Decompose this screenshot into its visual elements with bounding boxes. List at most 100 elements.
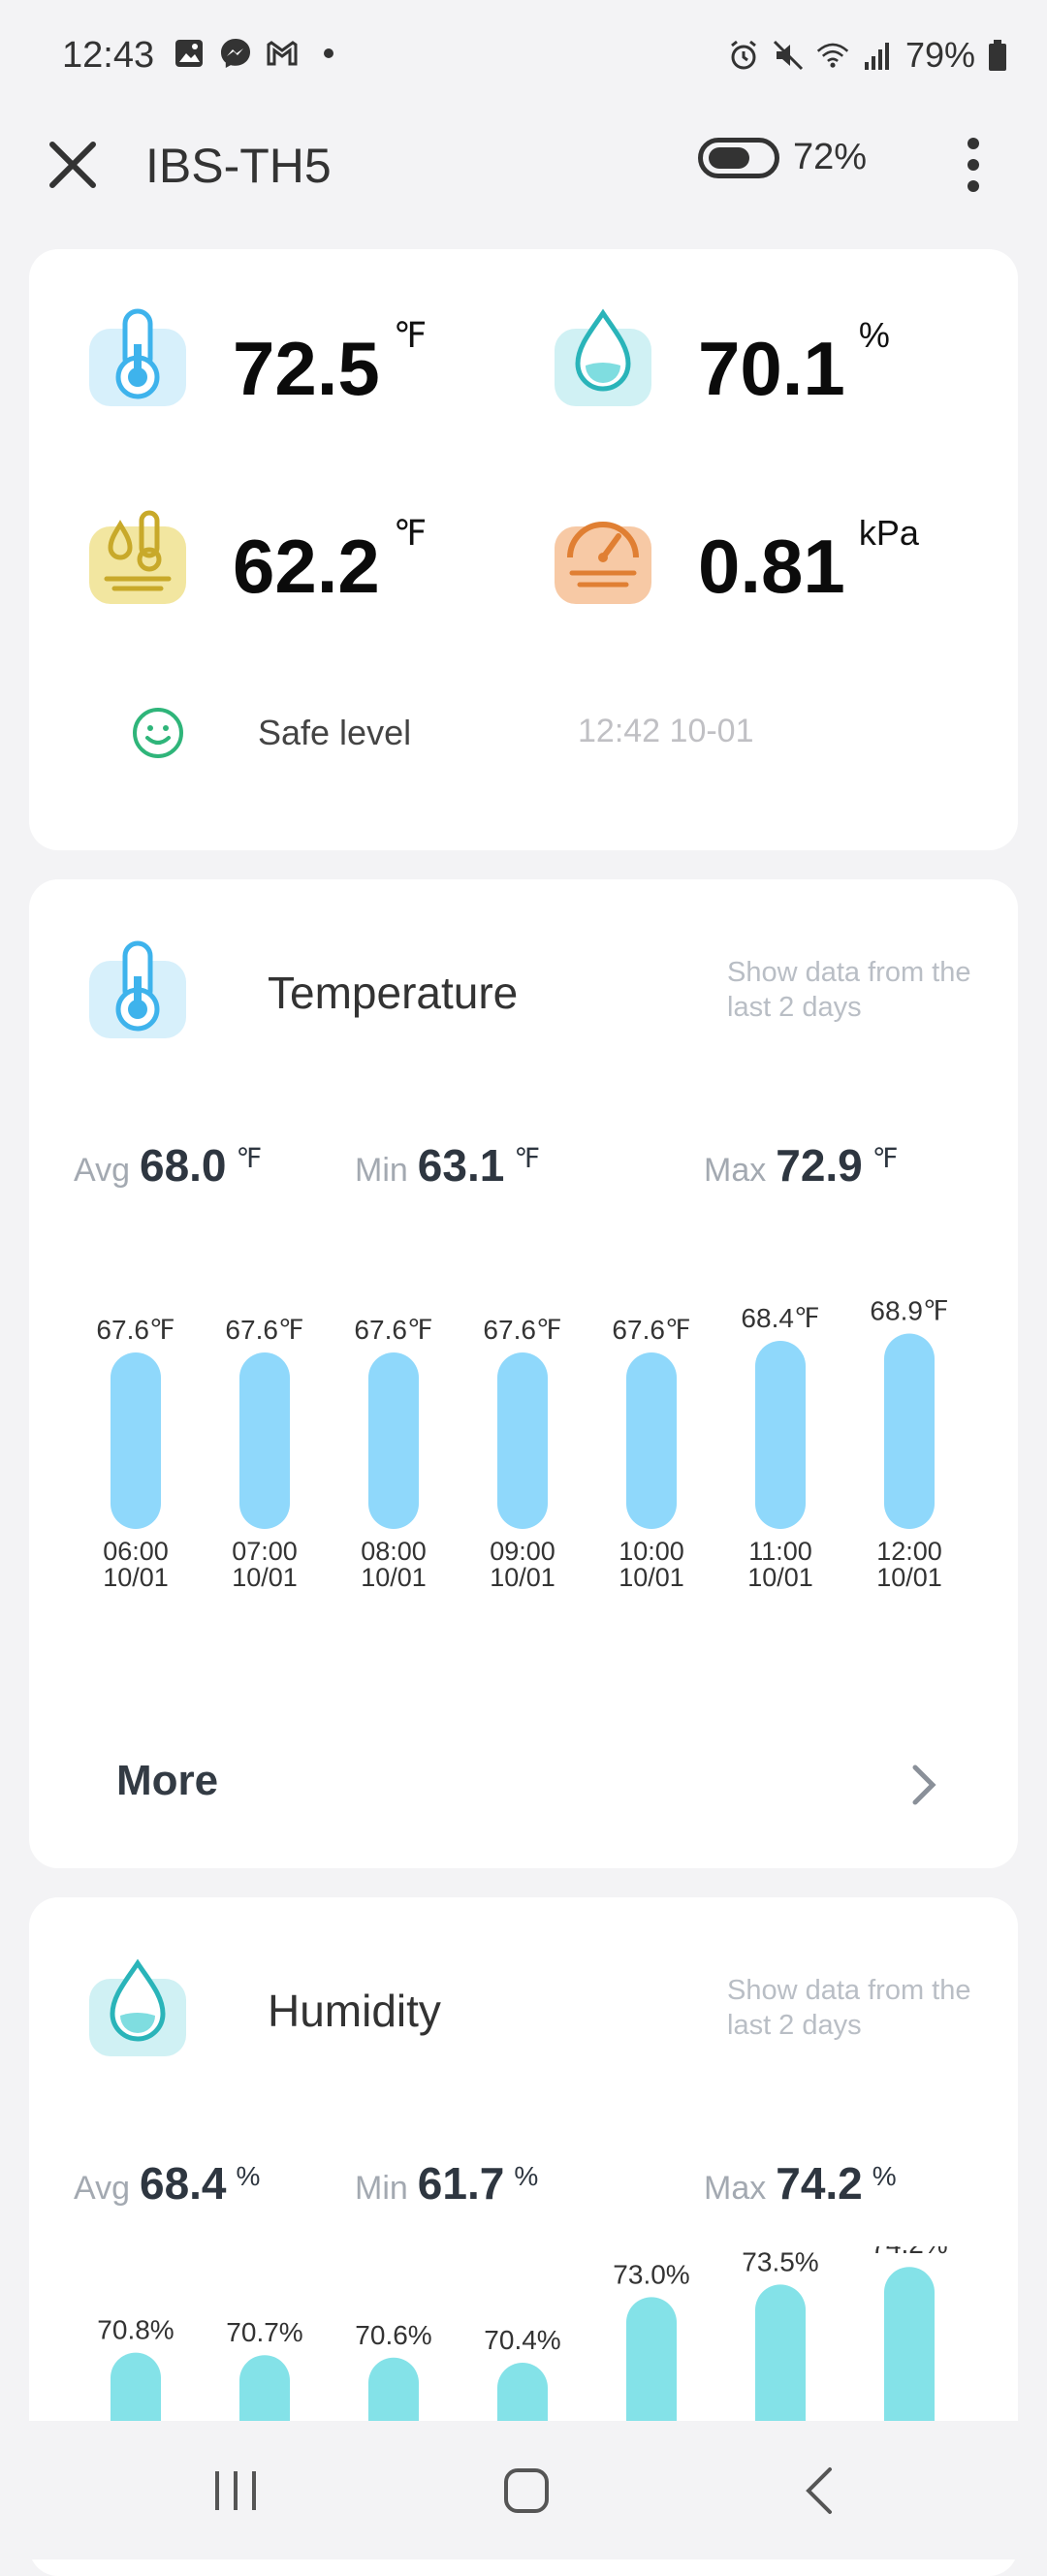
humidity-stats: Avg 68.4 % Min 61.7 % Max 74.2 % [74, 2157, 989, 2215]
current-readings-card: 72.5 ℉ 70.1 % 62.2 ℉ 0.81 kPa Safe level… [29, 249, 1018, 850]
smiley-icon [133, 708, 183, 758]
app-bar: IBS-TH5 72% [0, 111, 1047, 218]
temperature-min: Min 63.1 ℉ [355, 1139, 540, 1192]
x-tick-label: 10/01 [490, 1563, 555, 1592]
bar-value-label: 70.4% [484, 2325, 560, 2355]
temperature-unit: ℉ [393, 315, 428, 355]
safety-status-label: Safe level [258, 713, 412, 752]
min-value: 61.7 [417, 2158, 505, 2209]
battery-icon [989, 40, 1006, 71]
x-tick-label: 11:00 [748, 1537, 812, 1566]
max-label: Max [704, 2170, 767, 2207]
bar [884, 2267, 935, 2421]
thermometer-icon [89, 308, 186, 406]
min-label: Min [355, 2170, 408, 2207]
temperature-max: Max 72.9 ℉ [704, 1139, 898, 1192]
avg-unit: % [236, 2161, 261, 2191]
bar-value-label: 68.9℉ [870, 1296, 948, 1326]
temperature-section-title: Temperature [268, 968, 519, 1018]
humidity-max: Max 74.2 % [704, 2157, 897, 2210]
avg-value: 68.0 [139, 1140, 227, 1191]
temperature-range-note: Show data from the last 2 days [727, 957, 971, 1023]
water-drop-icon [555, 308, 651, 406]
vpd-reading: 0.81 kPa [551, 503, 919, 611]
device-battery-icon [698, 137, 779, 178]
bar [755, 2284, 806, 2421]
temperature-card[interactable]: Temperature Show data from the last 2 da… [29, 879, 1018, 1868]
x-tick-label: 08:00 [361, 1537, 427, 1566]
temperature-reading: 72.5 ℉ [85, 305, 427, 413]
x-tick-label: 10/01 [361, 1563, 427, 1592]
bar-value-label: 73.5% [742, 2246, 818, 2276]
x-tick-label: 10/01 [876, 1563, 942, 1592]
min-unit: % [514, 2161, 539, 2191]
bar [111, 2352, 161, 2421]
bar [884, 1333, 935, 1529]
temperature-avg: Avg 68.0 ℉ [74, 1139, 262, 1192]
min-label: Min [355, 1152, 408, 1189]
bar-value-label: 70.6% [355, 2320, 431, 2350]
device-title: IBS-TH5 [145, 139, 332, 193]
messenger-icon [221, 39, 250, 68]
bar-value-label: 67.6℉ [354, 1315, 432, 1345]
bar [111, 1352, 161, 1529]
gmail-icon [267, 41, 298, 66]
humidity-min: Min 61.7 % [355, 2157, 538, 2210]
avg-value: 68.4 [139, 2158, 227, 2209]
avg-label: Avg [74, 1152, 130, 1189]
bar-value-label: 68.4℉ [741, 1303, 819, 1333]
bar [626, 2297, 677, 2421]
bar [239, 1352, 290, 1529]
chevron-right-icon[interactable] [902, 1760, 946, 1810]
bar-value-label: 67.6℉ [96, 1315, 174, 1345]
humidity-bar-chart: 70.8% 70.7% 70.6% 70.4% 73.0% 73.5% 74.2% [97, 2246, 948, 2421]
alarm-icon [731, 40, 756, 70]
bar-value-label: 70.7% [226, 2317, 302, 2347]
back-icon[interactable] [787, 2460, 855, 2522]
humidity-section-title: Humidity [268, 1986, 441, 2036]
system-nav-bar [0, 2421, 1047, 2560]
device-battery-percent: 72% [793, 137, 868, 177]
close-icon[interactable] [43, 135, 103, 195]
x-tick-label: 10/01 [103, 1563, 169, 1592]
x-tick-label: 06:00 [103, 1537, 169, 1566]
x-tick-label: 07:00 [232, 1537, 298, 1566]
bar [239, 2355, 290, 2421]
max-value: 74.2 [776, 2158, 863, 2209]
dew-point-icon [89, 510, 186, 604]
avg-unit: ℉ [236, 1143, 263, 1173]
signal-icon [864, 43, 889, 70]
humidity-avg: Avg 68.4 % [74, 2157, 260, 2210]
last-updated-time: 12:42 10-01 [578, 713, 754, 749]
bar-value-label: 70.8% [97, 2315, 174, 2345]
dew-point-unit: ℉ [393, 513, 428, 553]
bar-value-label: 67.6℉ [483, 1315, 561, 1345]
x-tick-label: 12:00 [876, 1537, 942, 1566]
bar-value-label: 67.6℉ [225, 1315, 303, 1345]
max-unit: ℉ [872, 1143, 899, 1173]
humidity-unit: % [858, 315, 890, 355]
dew-point-reading: 62.2 ℉ [85, 503, 427, 611]
x-tick-label: 10/01 [619, 1563, 684, 1592]
max-value: 72.9 [776, 1140, 863, 1191]
x-tick-label: 10/01 [232, 1563, 298, 1592]
recent-apps-icon[interactable] [202, 2460, 270, 2522]
bar [368, 1352, 419, 1529]
vpd-unit: kPa [858, 513, 919, 553]
bar [497, 2363, 548, 2421]
safety-status: Safe level [130, 705, 411, 761]
home-icon[interactable] [492, 2460, 560, 2522]
avg-label: Avg [74, 2170, 130, 2207]
vpd-value: 0.81 [698, 524, 845, 609]
x-tick-label: 09:00 [490, 1537, 555, 1566]
bar-value-label: 73.0% [613, 2259, 689, 2289]
x-tick-label: 10/01 [747, 1563, 813, 1592]
status-bar: 12:43 79% [0, 0, 1047, 111]
humidity-range-note: Show data from the last 2 days [727, 1975, 971, 2041]
more-options-icon[interactable] [950, 131, 997, 199]
dew-point-value: 62.2 [233, 524, 380, 609]
more-button[interactable]: More [116, 1757, 219, 1804]
thermometer-icon [89, 940, 186, 1038]
bar [497, 1352, 548, 1529]
humidity-reading: 70.1 % [551, 305, 890, 413]
